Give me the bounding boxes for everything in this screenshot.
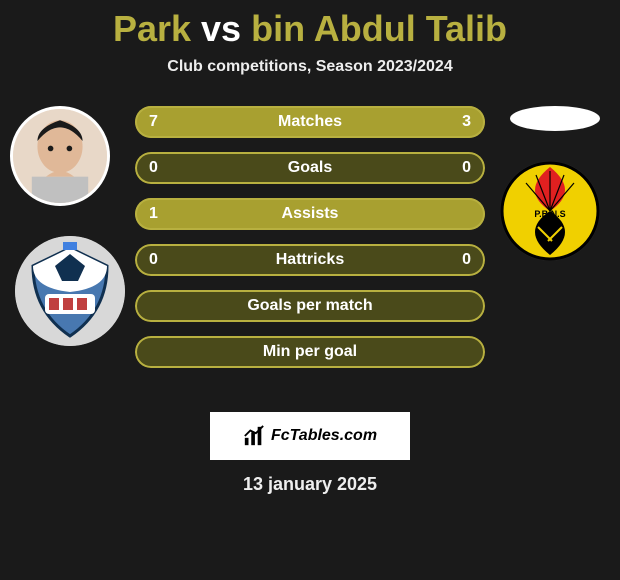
- stat-row: 00Goals: [135, 152, 485, 184]
- stat-label: Min per goal: [135, 336, 485, 368]
- stat-label: Assists: [135, 198, 485, 230]
- stat-label: Goals: [135, 152, 485, 184]
- stat-row: 73Matches: [135, 106, 485, 138]
- credit-text: FcTables.com: [271, 427, 377, 445]
- stat-label: Goals per match: [135, 290, 485, 322]
- shield-icon: P.B.N.S: [500, 161, 600, 261]
- player-left-name: Park: [113, 8, 191, 49]
- date-text: 13 january 2025: [0, 474, 620, 495]
- club-right-crest: P.B.N.S: [500, 161, 600, 261]
- svg-text:P.B.N.S: P.B.N.S: [534, 209, 565, 219]
- club-left-crest: [15, 236, 125, 346]
- stat-label: Matches: [135, 106, 485, 138]
- page-title: Park vs bin Abdul Talib: [0, 0, 620, 50]
- vs-text: vs: [201, 8, 241, 49]
- person-icon: [13, 109, 107, 203]
- chart-icon: [243, 425, 265, 447]
- stats-area: P.B.N.S 73Matches 00Goals 1Assists 00Hattri…: [0, 106, 620, 396]
- stat-row: Min per goal: [135, 336, 485, 368]
- stat-row: Goals per match: [135, 290, 485, 322]
- subtitle: Club competitions, Season 2023/2024: [0, 58, 620, 76]
- stat-label: Hattricks: [135, 244, 485, 276]
- player-right-avatar: [510, 106, 600, 131]
- shield-icon: [15, 236, 125, 346]
- player-left-avatar: [10, 106, 110, 206]
- credit-badge: FcTables.com: [210, 412, 410, 460]
- stat-bars: 73Matches 00Goals 1Assists 00Hattricks Goals…: [135, 106, 485, 382]
- stat-row: 00Hattricks: [135, 244, 485, 276]
- player-right-name: bin Abdul Talib: [251, 8, 507, 49]
- stat-row: 1Assists: [135, 198, 485, 230]
